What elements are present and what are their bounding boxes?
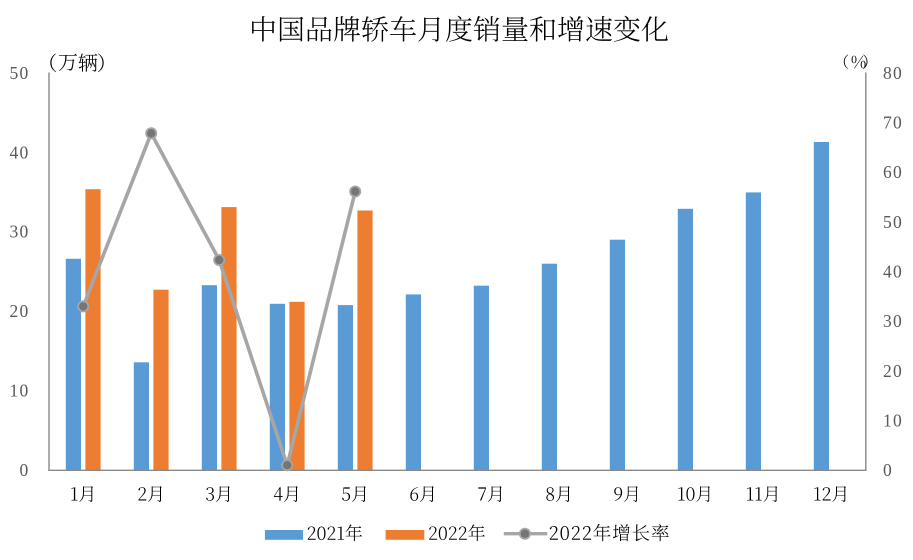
svg-text:7: 7 bbox=[883, 113, 892, 133]
svg-text:1: 1 bbox=[883, 410, 892, 430]
svg-text:1: 1 bbox=[10, 381, 19, 401]
svg-text:0: 0 bbox=[20, 381, 29, 401]
svg-text:4: 4 bbox=[10, 142, 19, 162]
svg-text:0: 0 bbox=[893, 361, 902, 381]
svg-text:6: 6 bbox=[883, 162, 892, 182]
svg-text:4: 4 bbox=[883, 261, 892, 281]
svg-text:2: 2 bbox=[10, 301, 19, 321]
svg-text:0: 0 bbox=[893, 162, 902, 182]
svg-text:0: 0 bbox=[893, 63, 902, 83]
svg-text:0: 0 bbox=[20, 460, 29, 480]
svg-text:0: 0 bbox=[20, 222, 29, 242]
svg-text:0: 0 bbox=[893, 212, 902, 232]
svg-text:3: 3 bbox=[883, 311, 892, 331]
svg-text:5: 5 bbox=[883, 212, 892, 232]
svg-text:0: 0 bbox=[883, 460, 892, 480]
svg-text:0: 0 bbox=[893, 311, 902, 331]
svg-text:0: 0 bbox=[893, 410, 902, 430]
svg-text:0: 0 bbox=[893, 261, 902, 281]
svg-text:0: 0 bbox=[20, 301, 29, 321]
svg-text:3: 3 bbox=[10, 222, 19, 242]
svg-text:2: 2 bbox=[883, 361, 892, 381]
svg-text:0: 0 bbox=[20, 142, 29, 162]
svg-text:0: 0 bbox=[893, 113, 902, 133]
svg-text:8: 8 bbox=[883, 63, 892, 83]
svg-text:5: 5 bbox=[10, 63, 19, 83]
svg-text:0: 0 bbox=[20, 63, 29, 83]
